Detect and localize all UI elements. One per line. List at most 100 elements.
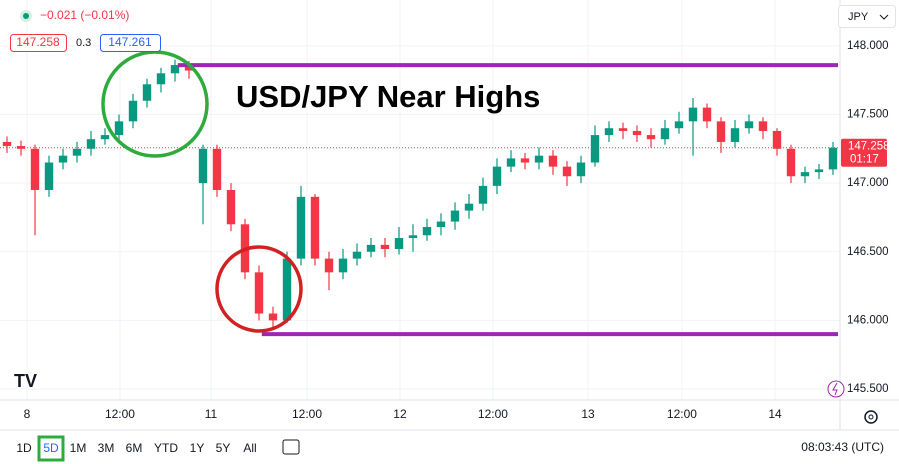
timeframe-button[interactable]: 6M [126, 441, 143, 455]
countdown: 01:17 [850, 154, 879, 166]
x-tick-label: 13 [581, 407, 595, 421]
timeframe-button[interactable]: 1Y [190, 441, 205, 455]
settings-icon [868, 414, 874, 420]
candle-body [422, 227, 432, 236]
candle-body [114, 121, 124, 136]
candle-body [296, 196, 306, 259]
candle-body [366, 244, 376, 252]
candle-body [744, 121, 754, 129]
x-tick-label: 11 [205, 407, 218, 421]
candle-body [394, 238, 404, 250]
spread: 0.3 [76, 37, 91, 49]
candle-body [730, 128, 740, 142]
candle-body [786, 148, 796, 177]
last-price-label: 147.258 [848, 141, 890, 153]
candle-body [758, 121, 768, 131]
currency-dropdown[interactable] [838, 5, 896, 28]
date-range-icon[interactable] [282, 439, 300, 455]
timeframe-button[interactable]: 5Y [216, 441, 231, 455]
change-label: −0.021 (−0.01%) [40, 8, 129, 22]
candle-body [408, 235, 418, 239]
candle-body [548, 155, 558, 167]
candle-body [170, 65, 180, 74]
candle-body [646, 135, 656, 140]
y-tick-label: 147.000 [847, 177, 889, 189]
candle-body [100, 135, 110, 140]
x-tick-label: 14 [768, 407, 782, 421]
highlight-circle [101, 50, 209, 158]
candle-body [674, 121, 684, 129]
timeframe-button[interactable]: YTD [154, 441, 178, 455]
candle-body [338, 258, 348, 273]
x-tick-label: 12:00 [667, 407, 697, 421]
alert-icon [832, 382, 838, 396]
currency: JPY [848, 11, 869, 23]
last-price-tag [841, 138, 887, 167]
x-tick-label: 8 [24, 407, 31, 421]
timeframe-button[interactable]: 1M [70, 441, 87, 455]
candle-body [772, 130, 782, 149]
candle-body [688, 107, 698, 122]
x-tick-label: 12:00 [292, 407, 322, 421]
candle-body [226, 189, 236, 225]
y-tick-label: 146.000 [847, 314, 889, 326]
settings-icon[interactable] [864, 410, 878, 424]
candle-body [2, 141, 12, 147]
bid: 147.258 [16, 35, 60, 49]
x-tick-label: 12:00 [105, 407, 135, 421]
candle-body [716, 121, 726, 142]
candle-body [128, 100, 138, 122]
candle-body [828, 147, 838, 170]
logo: TV [14, 371, 37, 391]
candle-body [702, 107, 712, 122]
candle-body [660, 128, 670, 140]
y-tick-label: 145.500 [847, 383, 889, 395]
candle-body [590, 135, 600, 163]
x-tick-label: 12:00 [478, 407, 508, 421]
candle-body [380, 244, 390, 250]
timeframe-toolbar: 1D 5D 1M 3M 6M YTD 1Y 5Y All [16, 435, 257, 462]
candle-body [464, 203, 474, 211]
candle-body [198, 148, 208, 184]
candle-body [506, 158, 516, 167]
candle-body [30, 148, 40, 190]
ask-box[interactable] [100, 34, 161, 52]
candle-body [534, 155, 544, 163]
candle-body [184, 65, 194, 71]
candle-body [44, 162, 54, 190]
candle-body [520, 158, 530, 163]
candle-body [814, 169, 824, 173]
candle-body [352, 251, 362, 259]
clock: 08:03:43 (UTC) [801, 440, 884, 454]
candle-body [492, 166, 502, 186]
candle-body [800, 172, 810, 177]
candle-body [72, 148, 82, 156]
candle-body [142, 84, 152, 101]
dropdown-arrow [879, 14, 889, 20]
highlight-circle [215, 245, 303, 333]
timeframe-button[interactable]: 3M [98, 441, 115, 455]
timeframe-selected [37, 435, 65, 462]
timeframe-button[interactable]: 1D [16, 441, 32, 455]
candle-body [324, 258, 334, 273]
candle-body [58, 155, 68, 163]
candle-body [450, 210, 460, 222]
candle-body [632, 130, 642, 136]
x-tick-label: 12 [393, 407, 407, 421]
candle-body [268, 313, 278, 321]
alert-icon[interactable] [827, 380, 845, 398]
candle-body [618, 128, 628, 131]
candle-body [86, 139, 96, 149]
candle-body [156, 73, 166, 85]
candle-body [562, 166, 572, 177]
candle-body [576, 162, 586, 177]
y-tick-label: 148.000 [847, 40, 889, 52]
status-dot [23, 13, 29, 19]
candle-body [254, 272, 264, 314]
timeframe-button[interactable]: 5D [43, 441, 59, 455]
bid-box[interactable] [10, 34, 67, 52]
timeframe-button[interactable]: All [243, 441, 256, 455]
candle-body [478, 185, 488, 204]
